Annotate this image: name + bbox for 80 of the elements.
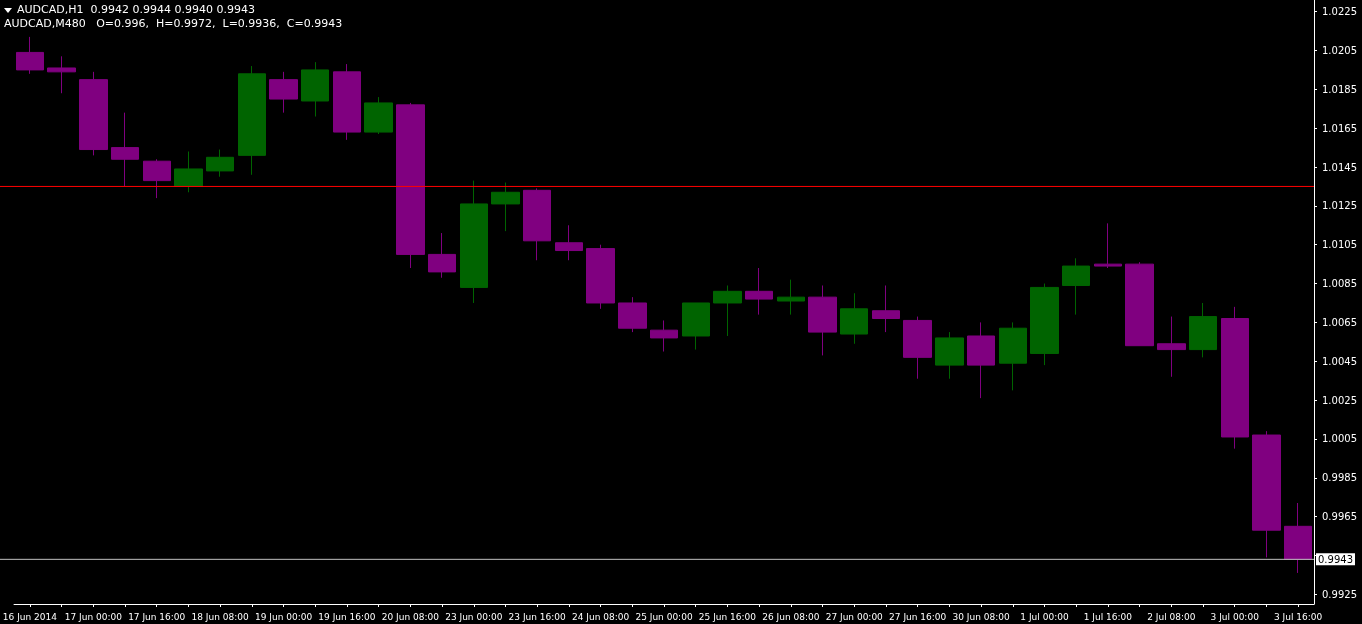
candlestick xyxy=(111,112,139,187)
chart-title: AUDCAD,H1 0.9942 0.9944 0.9940 0.9943 xyxy=(17,3,255,16)
y-tick-label: 1.0185 xyxy=(1322,83,1357,95)
candlestick xyxy=(16,36,44,75)
x-tick-label: 2 Jul 08:00 xyxy=(1147,611,1196,622)
candlestick xyxy=(682,302,710,351)
y-tick-label: 1.0105 xyxy=(1322,239,1357,251)
candlestick xyxy=(206,149,234,178)
candlestick xyxy=(364,96,393,135)
x-tick-label: 27 Jun 16:00 xyxy=(889,611,947,622)
candlestick xyxy=(1284,502,1312,574)
candlestick xyxy=(1252,430,1281,558)
candlestick xyxy=(999,321,1027,391)
candlestick xyxy=(1030,283,1059,366)
x-tick-label: 27 Jun 00:00 xyxy=(825,611,884,622)
candlestick xyxy=(79,71,108,156)
candlestick xyxy=(174,150,203,193)
y-tick-label: 1.0085 xyxy=(1322,278,1357,290)
candlestick xyxy=(1221,306,1249,450)
candlestick xyxy=(1062,257,1090,316)
y-tick-label: 1.0045 xyxy=(1322,355,1357,367)
candlestick xyxy=(491,182,520,232)
candlestick xyxy=(650,319,678,353)
candlestick xyxy=(618,296,647,333)
candlestick xyxy=(301,61,329,118)
x-tick-label: 1 Jul 00:00 xyxy=(1020,611,1069,622)
candlestick xyxy=(713,284,742,337)
candlestick xyxy=(428,232,456,279)
text: AUDCAD,M480 O=0.996, H=0.9972, L=0.9936, C=0.9943 xyxy=(4,17,343,31)
candlestick xyxy=(586,244,615,310)
y-tick-label: 0.9925 xyxy=(1322,588,1357,600)
candlestick xyxy=(777,279,805,316)
x-tick-label: 1 Jul 16:00 xyxy=(1083,611,1133,622)
x-tick-label: 16 Jun 2014 xyxy=(2,611,58,622)
y-tick-label: 0.9985 xyxy=(1322,472,1357,484)
candlestick xyxy=(238,65,266,176)
candlestick xyxy=(269,71,298,114)
x-tick-label: 19 Jun 16:00 xyxy=(318,611,376,622)
candlestick xyxy=(1125,261,1154,347)
candlestick xyxy=(1189,302,1217,358)
x-tick-label: 25 Jun 00:00 xyxy=(635,611,693,622)
y-tick-label: 1.0025 xyxy=(1322,394,1357,406)
y-tick-label: 1.0145 xyxy=(1322,161,1357,173)
x-tick-label: 26 Jun 08:00 xyxy=(762,611,820,622)
x-tick-label: 30 Jun 08:00 xyxy=(952,611,1010,622)
y-tick-label: 1.0205 xyxy=(1322,45,1357,56)
candlestick xyxy=(143,158,171,199)
y-tick-label: 1.0005 xyxy=(1322,433,1357,445)
x-tick-label: 17 Jun 16:00 xyxy=(128,611,186,622)
x-tick-label: 24 Jun 08:00 xyxy=(572,611,630,622)
candlestick xyxy=(872,284,900,333)
y-tick-label: 0.9965 xyxy=(1322,511,1357,523)
ref-line-label: 0.9943 xyxy=(1318,553,1353,565)
candlestick xyxy=(396,102,425,269)
y-tick-label: 1.0125 xyxy=(1322,200,1357,212)
x-tick-label: 25 Jun 16:00 xyxy=(698,611,757,622)
y-tick-label: 1.0065 xyxy=(1322,316,1357,328)
candlestick xyxy=(903,316,932,380)
candlestick xyxy=(808,284,837,356)
candlestick xyxy=(745,267,773,316)
x-tick-label: 18 Jun 08:00 xyxy=(191,611,249,622)
x-tick-label: 23 Jun 00:00 xyxy=(445,611,503,622)
candlestick xyxy=(333,63,361,141)
y-tick-label: 1.0165 xyxy=(1322,122,1357,134)
candlestick xyxy=(555,224,583,261)
candlestick xyxy=(47,55,76,94)
x-tick-label: 20 Jun 08:00 xyxy=(381,611,440,622)
candlestick xyxy=(967,321,995,399)
x-tick-label: 19 Jun 00:00 xyxy=(254,611,313,622)
x-tick-label: 17 Jun 00:00 xyxy=(64,611,123,622)
candlestick xyxy=(1094,222,1122,269)
candlestick xyxy=(523,187,551,261)
candlestick xyxy=(1157,316,1186,378)
y-tick-label: 1.0225 xyxy=(1322,6,1357,18)
candlestick xyxy=(935,331,964,380)
x-tick-label: 23 Jun 16:00 xyxy=(508,611,567,622)
x-tick-label: 3 Jul 00:00 xyxy=(1210,611,1260,622)
candlestick xyxy=(460,180,488,304)
candlestick xyxy=(840,292,868,345)
x-tick-label: 3 Jul 16:00 xyxy=(1274,611,1323,622)
